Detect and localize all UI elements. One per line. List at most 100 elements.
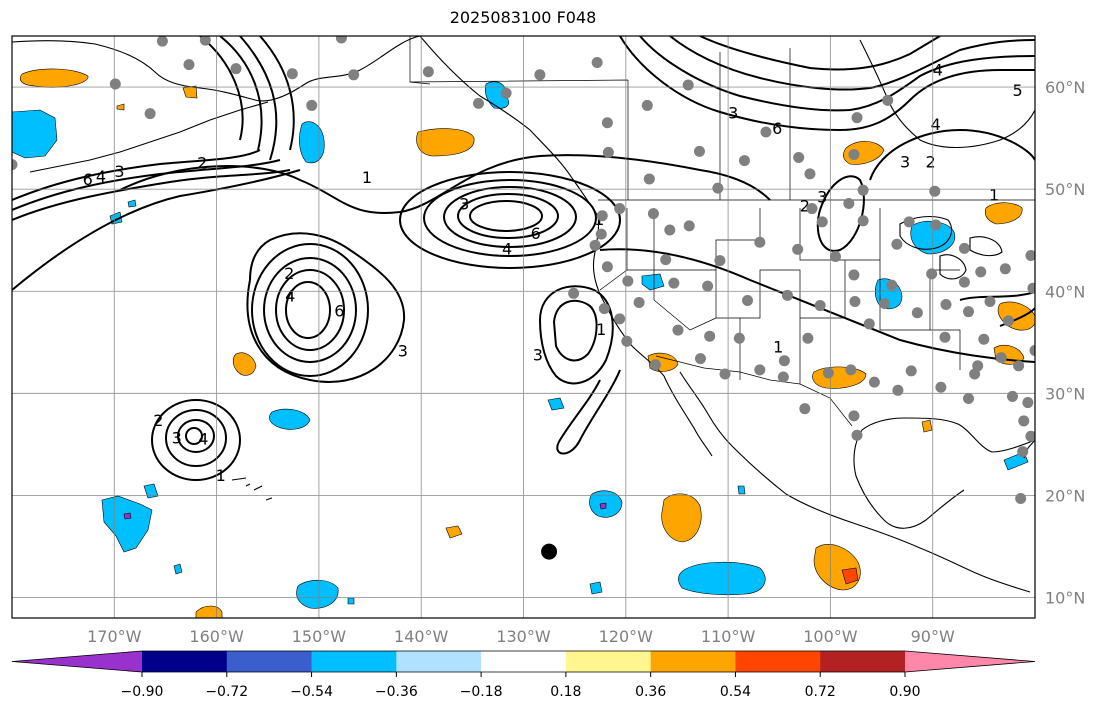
station-dot [1025,250,1035,262]
contour-baja-low [539,285,614,385]
contour-west-hawaii [151,399,241,481]
contour-label: 3 [533,346,543,365]
contour-aleutian-ridge [12,149,301,291]
blue-shade-area [347,597,355,605]
blue-shade-area [269,408,311,430]
station-dot [958,276,970,288]
canada-provinces [409,48,791,200]
contour-label: 3 [398,341,408,360]
contour-central-pacific [285,281,331,339]
station-dot [799,403,811,415]
station-dot [601,117,613,129]
blue-shade-area [296,579,339,609]
contour-label: 2 [800,196,810,215]
colorbar-segment [735,651,821,672]
station-dot [598,303,610,315]
station-dot [793,152,805,164]
station-dot [845,364,857,376]
lon-tick-label: 110°W [701,627,756,646]
colorbar-segment [565,651,652,672]
station-dot [995,352,1007,364]
station-dot [891,238,903,250]
colorbar-tick-label: −0.72 [205,684,248,700]
contour-label: 4 [931,115,941,134]
contour-label: 4 [285,286,295,305]
lon-tick-label: 100°W [803,627,858,646]
station-dot [738,155,750,167]
contour-label: 3 [459,194,469,213]
contour-label: 4 [198,429,208,448]
coastlines [12,36,1035,593]
contour-label: 1 [989,185,999,204]
contour-central-pacific [251,243,369,377]
station-dot [804,168,816,180]
station-dot [984,295,996,307]
station-dot [792,243,804,255]
lat-tick-label: 40°N [1045,282,1085,301]
orange-shade-area [812,366,867,389]
lat-tick-label: 50°N [1045,180,1085,199]
station-dot [702,280,714,292]
station-dot [975,266,987,278]
station-dot [806,203,818,215]
station-dot [694,353,706,365]
red-shade-area [841,567,859,585]
blue-shade-area [737,485,746,495]
station-dot [183,59,195,71]
contour-label: 3 [728,104,738,123]
shaded-anomaly-areas [12,68,1035,618]
blue-shade-area [12,109,58,159]
station-dot [643,173,655,185]
station-dot [978,333,990,345]
station-dot [849,295,861,307]
station-dot [614,203,626,215]
contour-label: 1 [596,320,606,339]
station-dot [534,69,546,81]
station-dot [830,251,842,263]
station-dot [230,63,242,75]
contour-label: 1 [362,168,372,187]
contour-label: 2 [197,154,207,173]
blue-shade-area [173,563,183,575]
station-dot [1022,397,1034,409]
station-dot [911,307,923,319]
station-dot [672,324,684,336]
station-dot [595,228,607,240]
station-dot [614,313,626,325]
station-dot [886,279,898,291]
lon-tick-label: 150°W [292,627,347,646]
station-dot [972,360,984,372]
station-dot [939,331,951,343]
lon-tick-label: 160°W [189,627,244,646]
station-markers [12,36,1035,505]
station-dot [621,335,633,347]
station-dot [1027,282,1035,294]
contour-baja-tail [556,369,621,455]
station-dot [930,219,942,231]
colorbar-segment [226,651,313,672]
contour-north-pacific-low [457,193,559,239]
colorbar-tick-label: 0.90 [889,684,920,700]
station-dot [472,97,484,109]
station-dot [733,332,745,344]
station-dot [958,242,970,254]
colorbar-tick-label: −0.90 [121,684,164,700]
station-dot [589,239,601,251]
great-lakes [899,215,1003,280]
station-dot [668,277,680,289]
colorbar-tick-label: 0.54 [720,684,751,700]
baja-california [663,371,733,457]
station-dot [109,78,121,90]
alaska-coastline [12,36,421,102]
lon-tick-label: 120°W [599,627,654,646]
aleutian-chain [29,101,269,173]
station-dot [848,269,860,281]
station-dot [781,289,793,301]
station-dot [500,87,512,99]
station-dot [306,99,318,111]
station-dot [199,36,211,46]
station-dot [693,145,705,157]
contour-label: 6 [334,302,344,321]
contour-label: 4 [96,167,106,186]
